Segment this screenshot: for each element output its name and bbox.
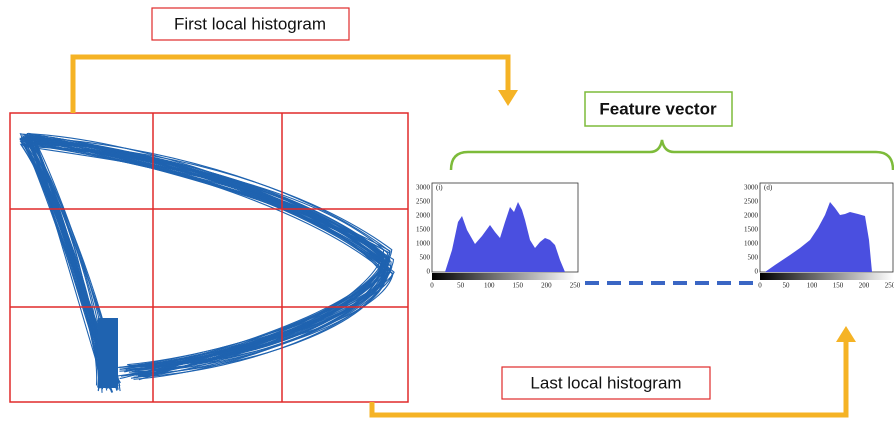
y-tick-label: 500 <box>748 254 759 262</box>
colorbar <box>432 273 575 280</box>
y-tick-label: 3000 <box>416 184 431 192</box>
arrowhead <box>836 326 856 342</box>
y-tick-label: 3000 <box>744 184 759 192</box>
x-tick-label: 200 <box>541 282 552 290</box>
histogram <box>765 202 872 272</box>
feature-label: Feature vector <box>599 99 717 118</box>
y-tick-label: 1000 <box>744 240 759 248</box>
y-tick-label: 1500 <box>744 226 759 234</box>
x-tick-label: 150 <box>513 282 524 290</box>
x-tick-label: 0 <box>430 282 434 290</box>
letter-blob <box>98 318 118 388</box>
arrowhead <box>498 90 518 106</box>
letter-stroke <box>31 139 386 390</box>
histogram <box>445 202 565 272</box>
letter-stroke <box>19 140 392 393</box>
grid <box>9 112 409 403</box>
arrows <box>70 54 849 418</box>
label-box <box>584 91 733 127</box>
x-tick-label: 50 <box>783 282 791 290</box>
y-tick-label: 1500 <box>416 226 431 234</box>
y-tick-label: 2500 <box>744 198 759 206</box>
letter-stroke <box>22 143 390 388</box>
x-tick-label: 50 <box>457 282 465 290</box>
letter-stroke <box>22 137 388 386</box>
first-label: First local histogram <box>174 14 326 33</box>
y-tick-label: 0 <box>755 268 759 276</box>
colorbar <box>760 273 893 280</box>
y-tick-label: 1000 <box>416 240 431 248</box>
x-tick-label: 150 <box>833 282 844 290</box>
letter-d-strokes <box>19 132 395 393</box>
x-tick-label: 250 <box>885 282 894 290</box>
letter-stroke <box>29 135 391 384</box>
y-tick-label: 500 <box>420 254 431 262</box>
label-box <box>501 366 711 400</box>
x-tick-label: 100 <box>807 282 818 290</box>
y-tick-label: 0 <box>427 268 431 276</box>
brace <box>449 139 894 171</box>
y-tick-label: 2500 <box>416 198 431 206</box>
label-box <box>151 7 350 41</box>
panel-label: (d) <box>764 184 773 192</box>
panel-label: (i) <box>436 184 443 192</box>
y-tick-label: 2000 <box>416 212 431 220</box>
x-tick-label: 200 <box>859 282 870 290</box>
y-tick-label: 2000 <box>744 212 759 220</box>
x-tick-label: 100 <box>484 282 495 290</box>
x-tick-label: 0 <box>758 282 762 290</box>
x-tick-label: 250 <box>570 282 581 290</box>
letter-stroke <box>28 132 391 385</box>
last-label: Last local histogram <box>530 373 681 392</box>
